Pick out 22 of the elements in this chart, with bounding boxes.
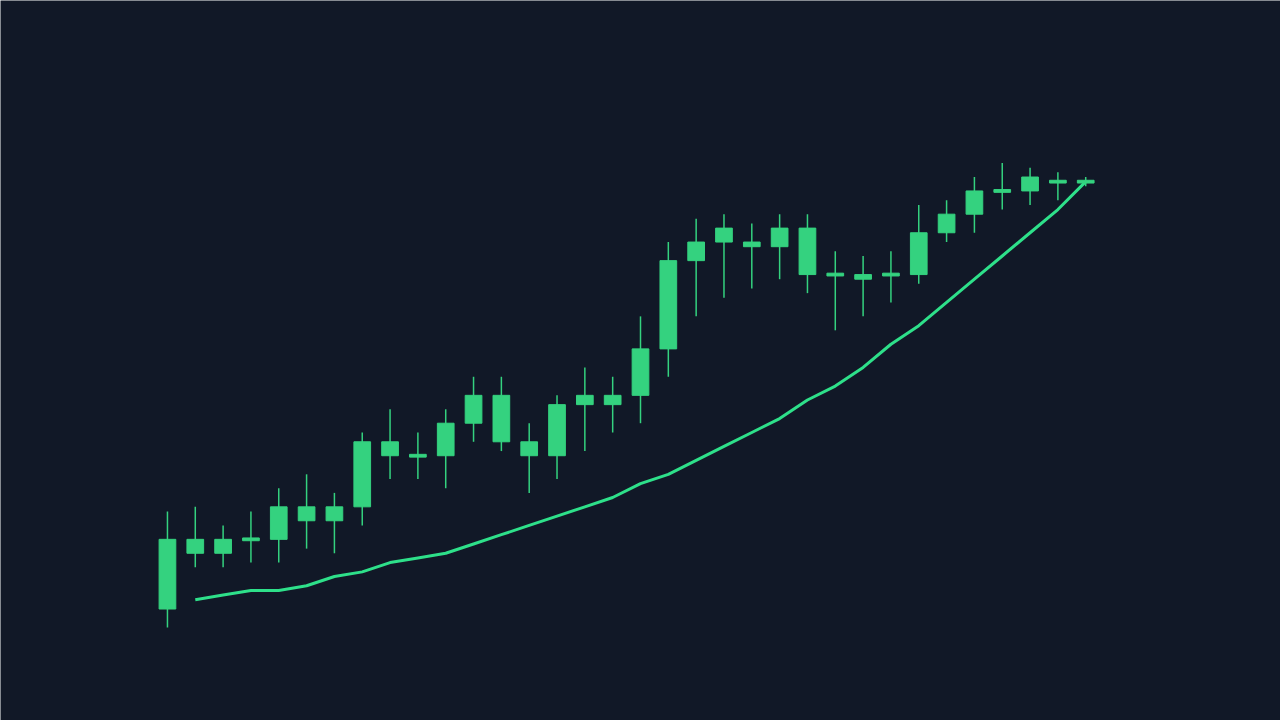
candlestick xyxy=(409,431,427,480)
candlestick xyxy=(297,473,316,550)
candlestick xyxy=(826,250,845,332)
candlestick xyxy=(937,199,956,243)
candlestick xyxy=(770,213,789,280)
candlestick xyxy=(242,510,260,564)
candlestick xyxy=(882,250,900,304)
candlestick xyxy=(381,408,399,480)
candlestick xyxy=(576,366,594,452)
candlestick xyxy=(715,213,733,299)
candlestick xyxy=(186,506,205,568)
candlestick xyxy=(687,218,705,318)
candlestick xyxy=(603,376,622,434)
candlestick xyxy=(854,255,872,318)
candlestick xyxy=(965,176,984,234)
candlestick xyxy=(742,222,761,290)
candlestick xyxy=(214,524,232,568)
candlestick xyxy=(1021,166,1039,206)
candlestick xyxy=(520,422,539,494)
candlestick xyxy=(993,162,1012,211)
candlestick xyxy=(325,492,344,555)
candlestick xyxy=(1049,171,1067,201)
